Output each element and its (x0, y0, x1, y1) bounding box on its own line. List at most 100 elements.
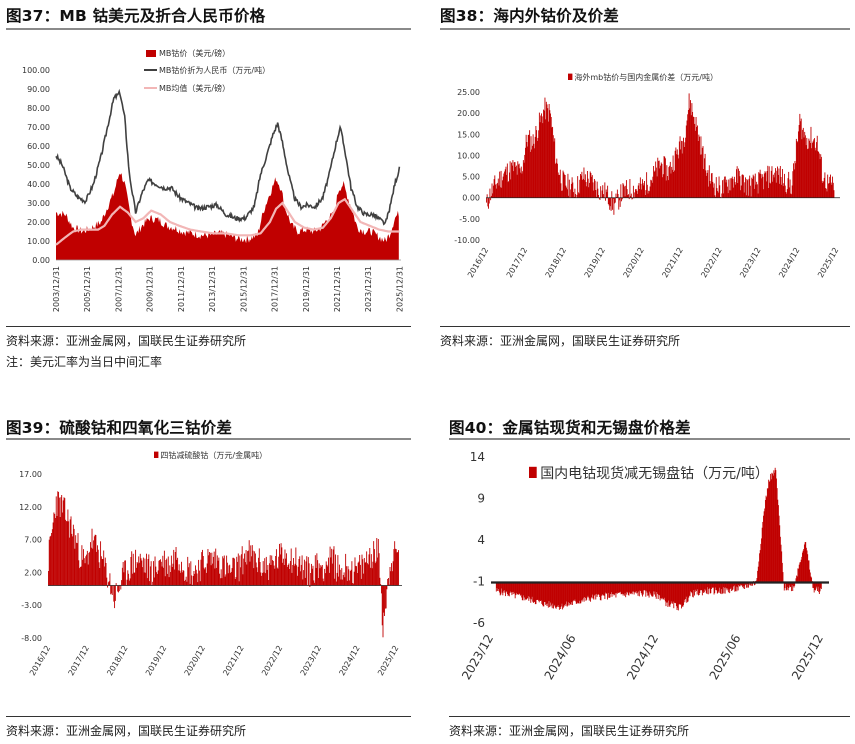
x-tick-group: 2022/12 (260, 644, 284, 677)
bar (790, 582, 792, 592)
x-tick-label: 2023/12 (299, 644, 323, 677)
bar (589, 182, 590, 198)
bar (698, 582, 700, 595)
bar (571, 177, 573, 198)
bar (633, 582, 635, 595)
bar (580, 174, 581, 198)
bar (289, 569, 291, 586)
bar (562, 582, 564, 610)
bar (683, 137, 684, 198)
bar (274, 568, 276, 586)
bar (678, 141, 680, 198)
bar (708, 186, 710, 198)
bar (97, 549, 99, 586)
bar (652, 582, 654, 597)
bar (374, 563, 376, 586)
bar (565, 582, 567, 606)
bar (295, 547, 297, 586)
bar (278, 556, 280, 586)
bar (543, 109, 544, 198)
bar (72, 524, 74, 586)
bar (802, 552, 803, 583)
bar (71, 533, 73, 586)
x-tick-label: 2024/12 (337, 644, 361, 677)
bar (541, 116, 543, 198)
source-note: 资料来源：亚洲金属网，国联民生证券研究所 (440, 334, 681, 348)
x-tick-label: 2018/12 (544, 246, 568, 279)
bar (184, 579, 186, 586)
bar (50, 535, 52, 586)
bar (314, 555, 316, 586)
bar (673, 582, 675, 609)
bar (114, 585, 116, 601)
bar (676, 582, 678, 610)
bar (598, 582, 600, 595)
bar (527, 135, 529, 198)
bar (605, 197, 606, 201)
bar (245, 550, 247, 586)
bar (764, 508, 766, 583)
bar (736, 166, 738, 198)
bar (593, 582, 595, 600)
bar (233, 558, 235, 586)
bar (640, 183, 642, 198)
bar (655, 582, 657, 597)
bar (766, 497, 768, 583)
bar (395, 548, 396, 586)
bar (818, 153, 820, 198)
bar (534, 582, 536, 602)
bar (97, 545, 98, 586)
bar (535, 126, 537, 198)
x-tick-group: 2013/12/31 (208, 266, 217, 312)
bar (607, 197, 609, 204)
bar (215, 548, 217, 586)
bar (675, 582, 677, 607)
bar (361, 554, 363, 586)
bar (701, 147, 703, 198)
bar (73, 528, 75, 586)
bar (817, 151, 819, 198)
bar (691, 582, 693, 594)
bar (706, 582, 708, 594)
bar (58, 492, 60, 586)
bar (541, 582, 543, 604)
bar (689, 108, 691, 198)
bar (628, 582, 630, 596)
bar (679, 136, 681, 198)
y-tick-label: 40.00 (27, 180, 50, 189)
panel-fig39: 图39：硫酸钴和四氧化三钴价差 17.00 12.00 7.00 2.00 -3.00-… (6, 416, 411, 741)
bar (640, 582, 642, 592)
bar (765, 181, 767, 198)
bar (282, 562, 284, 586)
bar (616, 582, 618, 594)
bar (683, 582, 685, 600)
bar (718, 582, 720, 588)
bar (558, 582, 560, 607)
bar (575, 582, 577, 604)
bar (113, 585, 115, 602)
x-tick-group: 2018/12 (544, 246, 568, 279)
bar (690, 582, 692, 592)
bar (181, 572, 183, 586)
bar (722, 193, 724, 198)
panel-fig37: 图37：MB 钴美元及折合人民币价格 100.00 90.00 80.00 70.00… (6, 4, 411, 379)
bar (237, 561, 238, 586)
bar (49, 536, 51, 586)
x-tick-label: 2025/12 (789, 632, 826, 682)
bar (684, 142, 686, 198)
bar (342, 579, 343, 586)
bar (601, 190, 603, 198)
x-tick-label: 2024/12 (777, 246, 801, 279)
y-tick-label: 20.00 (457, 109, 480, 118)
bar (75, 535, 77, 586)
bar (568, 195, 570, 198)
bar (641, 189, 643, 198)
bar (102, 559, 104, 586)
bar (653, 166, 655, 198)
x-tick-group: 2015/12/31 (239, 266, 248, 312)
bar (705, 582, 707, 591)
bar (303, 559, 305, 586)
bar (654, 582, 656, 592)
x-tick-label: 2024/12 (624, 632, 661, 682)
bar (177, 570, 179, 586)
